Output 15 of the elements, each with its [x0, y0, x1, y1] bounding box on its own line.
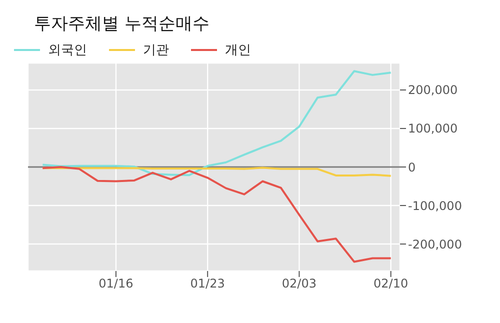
x-tick-label: 02/10: [374, 276, 408, 291]
y-tick-label: -200,000: [408, 237, 462, 252]
x-tick-label: 01/16: [98, 276, 134, 291]
legend-label: 개인: [225, 42, 251, 59]
y-tick-label: -100,000: [408, 198, 462, 213]
line-series: [42, 166, 392, 263]
y-tick-label: 200,000: [408, 83, 458, 98]
x-tick-label: 01/23: [190, 276, 225, 291]
line-series: [42, 70, 392, 176]
legend-label: 기관: [143, 42, 169, 59]
y-tick-label: 100,000: [408, 122, 458, 136]
y-tick-label: 0: [408, 160, 416, 174]
chart-title: 투자주체별 누적순매수: [34, 13, 210, 35]
x-tick-label: 02/03: [282, 276, 317, 291]
legend-label: 외국인: [48, 42, 87, 59]
